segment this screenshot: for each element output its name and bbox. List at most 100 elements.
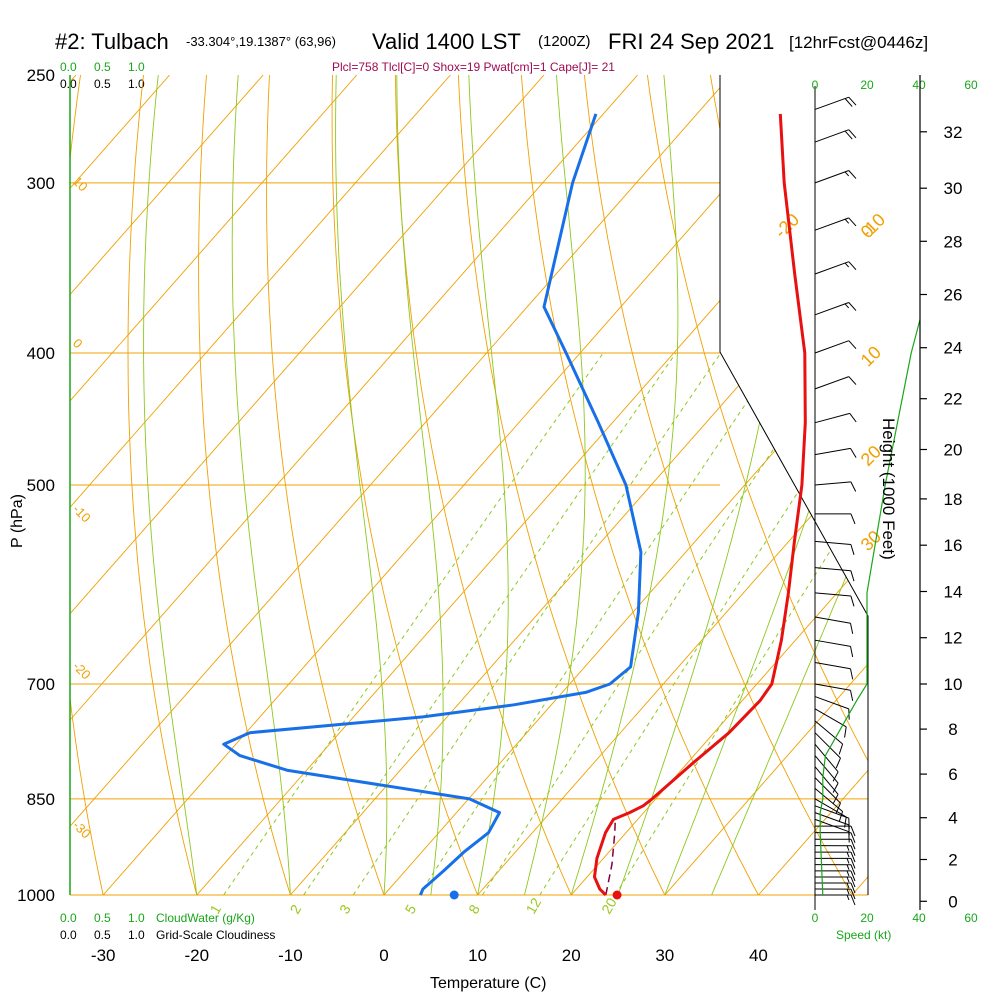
wind-barb <box>814 832 856 843</box>
isobar-lines <box>70 182 868 896</box>
cloud-scale-bottom: 0.0 0.5 1.0 CloudWater (g/Kg) 0.0 0.5 1.… <box>60 911 275 942</box>
height-tick-label: 8 <box>948 720 957 739</box>
wind-barb-shaft <box>814 696 849 710</box>
wind-barb-shaft <box>814 129 849 143</box>
dry-adiabat-line <box>266 75 385 895</box>
wind-barb-flag <box>850 595 855 607</box>
station-title: #2: Tulbach <box>55 29 169 54</box>
plot-right-boundary <box>719 75 869 895</box>
wind-barb <box>814 732 841 769</box>
isotherm-line <box>664 75 868 895</box>
dry-adiabat-line <box>835 75 868 895</box>
plot-frame <box>69 75 869 895</box>
wind-barb <box>814 755 839 793</box>
dry-adiabat-line <box>127 75 198 895</box>
wind-barb-flag <box>848 261 857 271</box>
utc-time: (1200Z) <box>538 33 591 50</box>
moist-adiabat-line <box>396 75 444 895</box>
cloudwater-tick-05-bottom: 0.5 <box>94 911 111 925</box>
cloudwater-tick-1-bottom: 1.0 <box>128 911 145 925</box>
height-tick-label: 30 <box>944 179 963 198</box>
wind-barb-flag <box>850 623 854 634</box>
cloudwater-label: CloudWater (g/Kg) <box>156 911 255 925</box>
wind-barb-flag <box>838 811 844 822</box>
wind-barb-shaft <box>814 96 849 110</box>
speed-axis-label: Speed (kt) <box>836 928 891 942</box>
wind-barb <box>814 567 855 582</box>
wind-barb-flag <box>850 851 856 863</box>
mixing-ratio-label: 2 <box>286 902 304 917</box>
moist-adiabat-line <box>711 75 868 895</box>
cloudwater-tick-0: 0.0 <box>60 60 77 74</box>
wind-barb-flag <box>849 413 857 423</box>
temperature-tick-label: 20 <box>562 946 581 965</box>
wind-barb <box>814 540 855 555</box>
mixing-ratio-label: 3 <box>336 902 354 917</box>
dry-adiabat-line <box>0 75 18 895</box>
moist-adiabat-line <box>570 75 679 895</box>
wind-barb-shaft <box>814 567 851 572</box>
pressure-tick-label: 1000 <box>17 886 55 905</box>
wind-barb-flag <box>850 544 855 555</box>
wind-barb-flag <box>850 888 856 900</box>
mixing-ratio-label: 12 <box>523 895 545 917</box>
wind-barb-half-flag <box>846 882 850 889</box>
wind-barb-flag <box>835 757 841 769</box>
dry-adiabat-line <box>962 75 1000 895</box>
wind-barb-shaft <box>814 302 849 316</box>
temperature-tick-label: 30 <box>655 946 674 965</box>
wind-barb-shaft <box>814 447 851 456</box>
speed-tick-top: 40 <box>912 78 926 92</box>
y-axis-label: P (hPa) <box>9 494 26 548</box>
wind-barb <box>814 870 856 882</box>
wind-barb-half-flag <box>846 864 850 870</box>
wind-speed-line <box>819 317 920 895</box>
wind-barb <box>815 894 856 906</box>
wind-barb-flag <box>850 870 856 882</box>
wind-barb-shaft <box>814 708 847 728</box>
wind-barb <box>814 888 856 900</box>
speed-tick-bottom: 40 <box>912 911 926 925</box>
wind-barb-flag <box>835 802 841 814</box>
wind-barb-half-flag <box>844 218 850 224</box>
wind-barb <box>814 662 854 680</box>
temperature-tick-label: 40 <box>749 946 768 965</box>
stability-indices: Plcl=758 Tlcl[C]=0 Shox=19 Pwat[cm]=1 Ca… <box>332 60 615 74</box>
mixing-ratio-label: 8 <box>465 902 483 917</box>
cloud-scale-top: 0.0 0.5 1.0 0.0 0.5 1.0 <box>60 60 145 91</box>
moist-adiabat-line <box>335 75 388 895</box>
wind-barb-flag <box>848 376 857 385</box>
wind-barb-flag <box>850 832 856 843</box>
wind-barb-flag <box>844 726 847 738</box>
mixing-ratio-line <box>223 352 604 895</box>
wind-barb-flag <box>850 646 854 658</box>
wind-barb <box>814 708 847 738</box>
wind-barb <box>814 876 856 888</box>
cloudwater-tick-1: 1.0 <box>128 60 145 74</box>
temperature-tick-label: -20 <box>185 946 210 965</box>
wind-barb <box>814 592 855 607</box>
wind-barb <box>814 481 857 492</box>
wind-barb-flag <box>844 130 853 140</box>
moist-adiabat-line <box>664 75 868 895</box>
pressure-tick-label: 700 <box>27 675 55 694</box>
speed-tick-top: 20 <box>860 78 874 92</box>
wind-barb-shaft <box>814 170 849 184</box>
wind-barb <box>814 170 857 184</box>
wind-barb-flag <box>850 825 856 837</box>
wind-barb-shaft <box>814 743 839 773</box>
cloudiness-tick-0: 0.0 <box>60 77 77 91</box>
moist-adiabat-lines <box>143 75 868 895</box>
wind-barb <box>814 302 857 316</box>
cloudiness-tick-1-bottom: 1.0 <box>128 928 145 942</box>
height-axis-label: Height (1000 Feet) <box>879 418 898 560</box>
isotherm-line <box>383 75 868 895</box>
cloudiness-tick-05-bottom: 0.5 <box>94 928 111 942</box>
wind-barb-shaft <box>814 540 851 545</box>
wind-barb <box>814 616 854 634</box>
wind-barb-flag <box>850 513 856 525</box>
height-tick-label: 6 <box>948 765 957 784</box>
speed-tick-bottom: 20 <box>860 911 874 925</box>
temperature-tick-label: -30 <box>91 946 116 965</box>
